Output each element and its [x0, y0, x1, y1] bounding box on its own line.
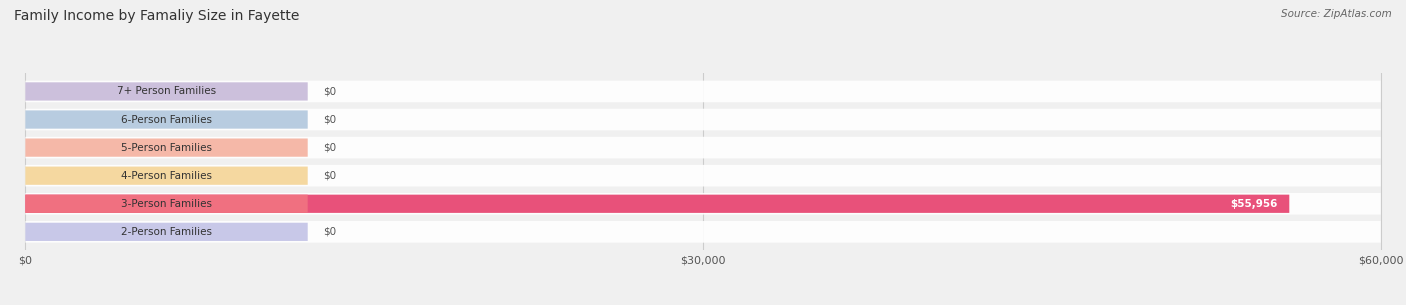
Text: 7+ Person Families: 7+ Person Families	[117, 86, 217, 96]
Text: $0: $0	[323, 171, 336, 181]
FancyBboxPatch shape	[25, 221, 1381, 243]
FancyBboxPatch shape	[25, 195, 308, 213]
FancyBboxPatch shape	[25, 110, 308, 129]
FancyBboxPatch shape	[25, 165, 1381, 186]
FancyBboxPatch shape	[25, 109, 1381, 130]
FancyBboxPatch shape	[25, 81, 1381, 102]
Text: Source: ZipAtlas.com: Source: ZipAtlas.com	[1281, 9, 1392, 19]
FancyBboxPatch shape	[25, 223, 308, 241]
Text: $0: $0	[323, 227, 336, 237]
Text: 4-Person Families: 4-Person Families	[121, 171, 212, 181]
Text: $0: $0	[323, 143, 336, 152]
FancyBboxPatch shape	[25, 138, 308, 157]
FancyBboxPatch shape	[25, 137, 1381, 158]
FancyBboxPatch shape	[25, 167, 308, 185]
Text: 6-Person Families: 6-Person Families	[121, 115, 212, 124]
FancyBboxPatch shape	[25, 195, 1289, 213]
Text: Family Income by Famaliy Size in Fayette: Family Income by Famaliy Size in Fayette	[14, 9, 299, 23]
Text: $0: $0	[323, 86, 336, 96]
Text: $0: $0	[323, 115, 336, 124]
Text: $55,956: $55,956	[1230, 199, 1278, 209]
FancyBboxPatch shape	[25, 82, 308, 101]
Text: 2-Person Families: 2-Person Families	[121, 227, 212, 237]
Text: 5-Person Families: 5-Person Families	[121, 143, 212, 152]
FancyBboxPatch shape	[25, 193, 1381, 215]
Text: 3-Person Families: 3-Person Families	[121, 199, 212, 209]
